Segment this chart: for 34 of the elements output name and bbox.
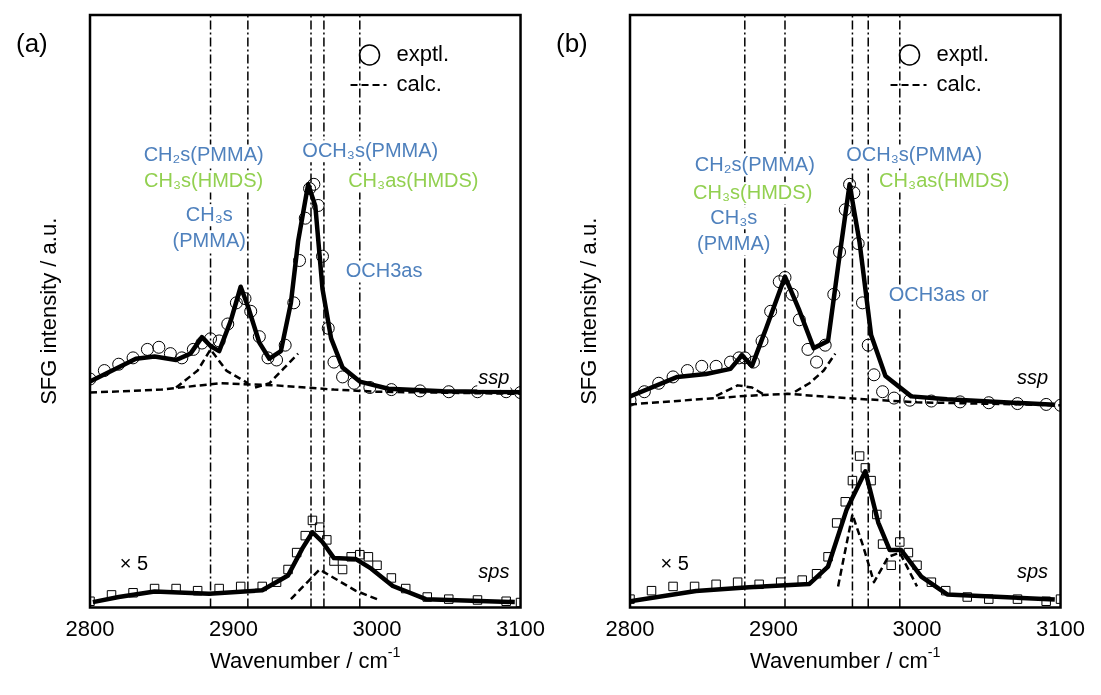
legend-label: exptl. — [936, 41, 990, 67]
x-tick-label: 3000 — [892, 615, 942, 641]
annotation: CH₃as(HMDS) — [879, 169, 1010, 192]
x-tick-label: 2800 — [65, 615, 115, 641]
x-tick-label: 2800 — [605, 615, 655, 641]
legend-label: exptl. — [396, 41, 450, 67]
chart-title: (b) — [556, 28, 588, 59]
x-tick-label: 3100 — [496, 615, 546, 641]
annotation: OCH3as — [345, 259, 423, 282]
annotation: ssp — [478, 366, 510, 389]
annotation: CH₃as(HMDS) — [348, 169, 479, 192]
annotation: OCH3as or — [888, 283, 990, 306]
x-tick-label: 3000 — [352, 615, 402, 641]
text: CH₂s(PMMA) — [694, 153, 815, 176]
annotation: × 5 — [660, 551, 689, 574]
annotation: ssp — [1016, 366, 1049, 389]
legend-label: calc. — [936, 71, 982, 97]
text: OCH₃s(PMMA) — [302, 138, 439, 161]
text: OCH₃s(PMMA) — [846, 142, 983, 165]
annotation: sps — [478, 560, 510, 583]
x-tick-label: 2900 — [209, 615, 258, 641]
text: CH₂s(PMMA) — [143, 142, 264, 165]
y-axis-title: SFG intensity / a.u. — [36, 217, 62, 405]
annotation: CH₃s(HMDS) — [693, 180, 813, 203]
chart-title: (a) — [16, 28, 48, 59]
x-tick-label: 3100 — [1036, 615, 1086, 641]
x-tick-label: 2900 — [749, 615, 798, 641]
annotation: CH₃s(HMDS) — [144, 169, 264, 192]
annotation: CH₃s (PMMA) — [172, 202, 246, 251]
annotation: × 5 — [119, 551, 149, 574]
annotation: sps — [1016, 560, 1049, 583]
y-axis-title: SFG intensity / a.u. — [576, 217, 602, 405]
legend-label: calc. — [396, 71, 442, 97]
annotation: CH₃s (PMMA) — [697, 205, 771, 254]
